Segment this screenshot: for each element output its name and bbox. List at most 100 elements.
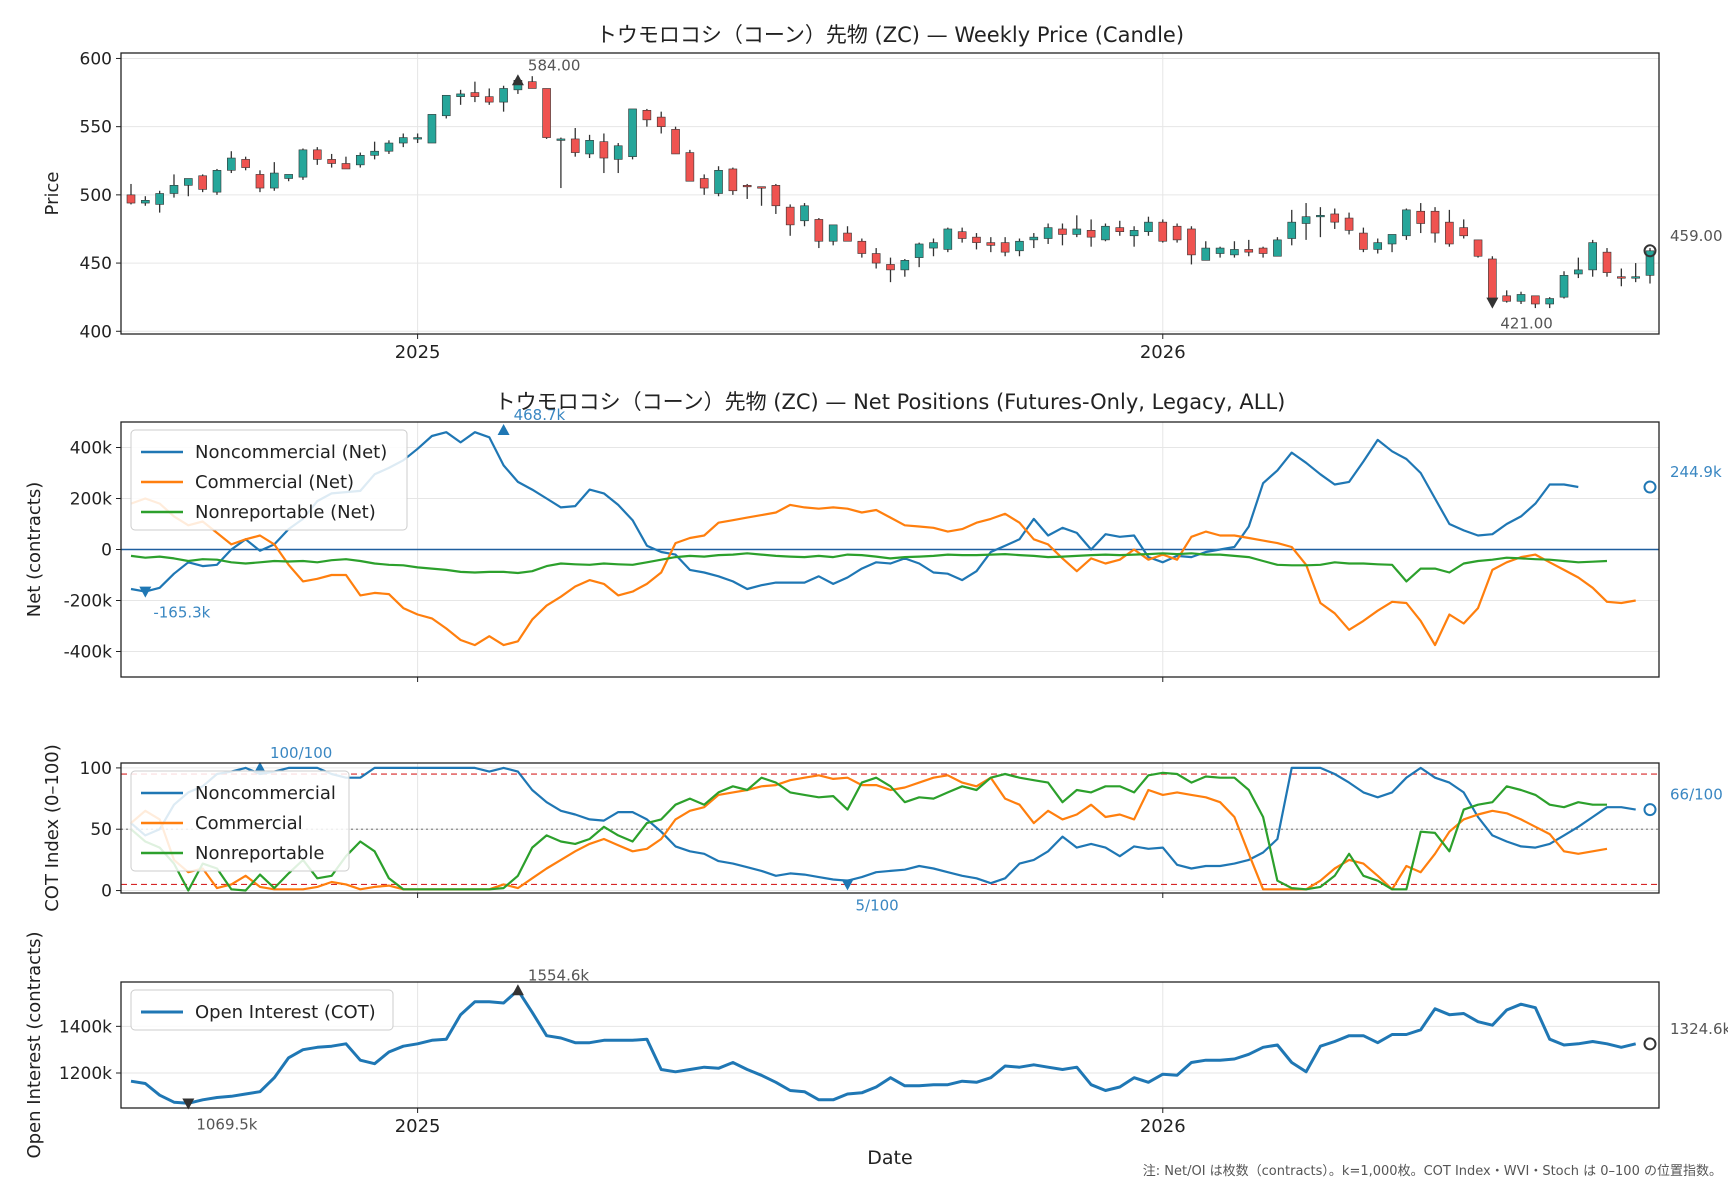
y-tick-label: 500	[80, 186, 112, 206]
candle-up	[1201, 247, 1211, 261]
last-marker	[1643, 244, 1657, 258]
legend: Noncommercial (Net) Commercial (Net) Nonre…	[130, 429, 408, 531]
series-line-commercial-net	[130, 497, 1636, 647]
min-annotation: -165.3k	[153, 604, 210, 622]
candle-up	[384, 142, 394, 152]
candle-up	[413, 137, 422, 140]
candle-up	[1144, 221, 1153, 232]
axes-frame	[120, 421, 1660, 678]
candle-down	[728, 168, 738, 192]
candle-up	[628, 108, 637, 157]
candle-down	[685, 152, 695, 182]
candle-up	[184, 178, 193, 186]
candle-down	[699, 178, 709, 189]
legend: Noncommercial Commercial Nonreportable	[130, 770, 350, 872]
series-line-nonreportable-net	[130, 552, 1608, 583]
candle-up	[355, 155, 365, 166]
candle-down	[126, 194, 136, 204]
candle-down	[470, 92, 480, 97]
max-annotation: 100/100	[270, 744, 332, 762]
candle-down	[542, 88, 551, 138]
candle-up	[169, 185, 179, 194]
legend-label: Commercial (Net)	[195, 472, 354, 493]
candle-up	[1129, 230, 1139, 237]
candle-down	[1172, 225, 1182, 241]
candle-up	[1645, 250, 1655, 276]
candle-up	[1015, 240, 1024, 252]
candle-up	[1215, 247, 1225, 254]
min-marker	[182, 1098, 195, 1110]
candle-down	[1158, 221, 1168, 242]
candle-down	[757, 186, 766, 189]
candle-up	[1029, 236, 1039, 241]
candle-up	[585, 140, 594, 155]
candle-down	[1488, 258, 1497, 299]
candle-down	[255, 174, 265, 189]
legend-label: Open Interest (COT)	[195, 1002, 376, 1023]
panel-net: -400k -200k 0 200k 400k 468.7k -165.3k 244.9k トウ…	[24, 390, 1722, 682]
panel-title: トウモロコシ（コーン）先物 (ZC) — Net Positions (Futu…	[495, 390, 1286, 414]
candle-down	[742, 185, 752, 188]
candle-down	[484, 96, 494, 103]
y-tick-label: 400	[80, 322, 112, 342]
candle-up	[800, 205, 809, 222]
y-tick-label: 600	[80, 49, 112, 69]
candle-up	[1287, 221, 1297, 239]
legend-box	[130, 429, 408, 531]
candle-down	[1430, 210, 1440, 234]
candle-up	[1273, 239, 1282, 257]
last-marker	[1643, 480, 1657, 494]
legend-box	[130, 770, 350, 872]
candle-up	[1545, 298, 1554, 305]
candle-down	[814, 219, 824, 242]
y-tick-label: 0	[101, 882, 112, 902]
candle-down	[1359, 232, 1368, 250]
y-tick-label: 400k	[70, 439, 112, 459]
candle-down	[599, 141, 609, 159]
y-axis-label: COT Index (0–100)	[42, 744, 63, 912]
candle-up	[284, 174, 293, 179]
candle-down	[871, 253, 881, 264]
last-marker	[1643, 803, 1657, 817]
candle-down	[642, 109, 652, 121]
max-annotation: 1554.6k	[528, 966, 589, 984]
max-annotation: 584.00	[528, 56, 581, 74]
candle-up	[1043, 227, 1053, 239]
y-tick-label: 550	[80, 118, 112, 138]
min-annotation: 5/100	[856, 896, 899, 914]
min-marker	[139, 586, 152, 598]
candle-down	[843, 232, 852, 242]
candle-up	[613, 145, 623, 160]
y-tick-label: 200k	[70, 490, 112, 510]
candle-up	[1574, 269, 1583, 275]
last-marker	[1643, 1037, 1657, 1051]
candle-up	[499, 88, 508, 103]
candle-up	[1230, 249, 1239, 256]
candle-up	[298, 149, 308, 178]
candle-down	[986, 242, 996, 246]
candle-down	[1086, 230, 1096, 238]
y-tick-label: 0	[101, 541, 112, 561]
candle-up	[900, 260, 910, 271]
legend-label: Nonreportable (Net)	[195, 502, 376, 523]
candle-up	[141, 200, 150, 204]
candle-up	[370, 150, 379, 156]
y-tick-label: 50	[90, 820, 112, 840]
y-tick-label: 100	[80, 759, 112, 779]
candle-down	[785, 206, 795, 226]
legend-label: Commercial	[195, 813, 303, 834]
candle-down	[671, 129, 680, 155]
panel-title: トウモロコシ（コーン）先物 (ZC) — Weekly Price (Candl…	[596, 23, 1184, 47]
y-axis-label: Open Interest (contracts)	[24, 931, 45, 1158]
candle-down	[241, 159, 250, 168]
candle-down	[341, 163, 351, 170]
candle-up	[427, 114, 437, 144]
y-tick-label: 450	[80, 254, 112, 274]
candle-down	[957, 231, 967, 239]
candle-down	[1258, 247, 1268, 254]
legend-label: Noncommercial (Net)	[195, 442, 387, 463]
y-tick-label: 1400k	[59, 1017, 112, 1037]
min-annotation: 1069.5k	[196, 1115, 257, 1133]
